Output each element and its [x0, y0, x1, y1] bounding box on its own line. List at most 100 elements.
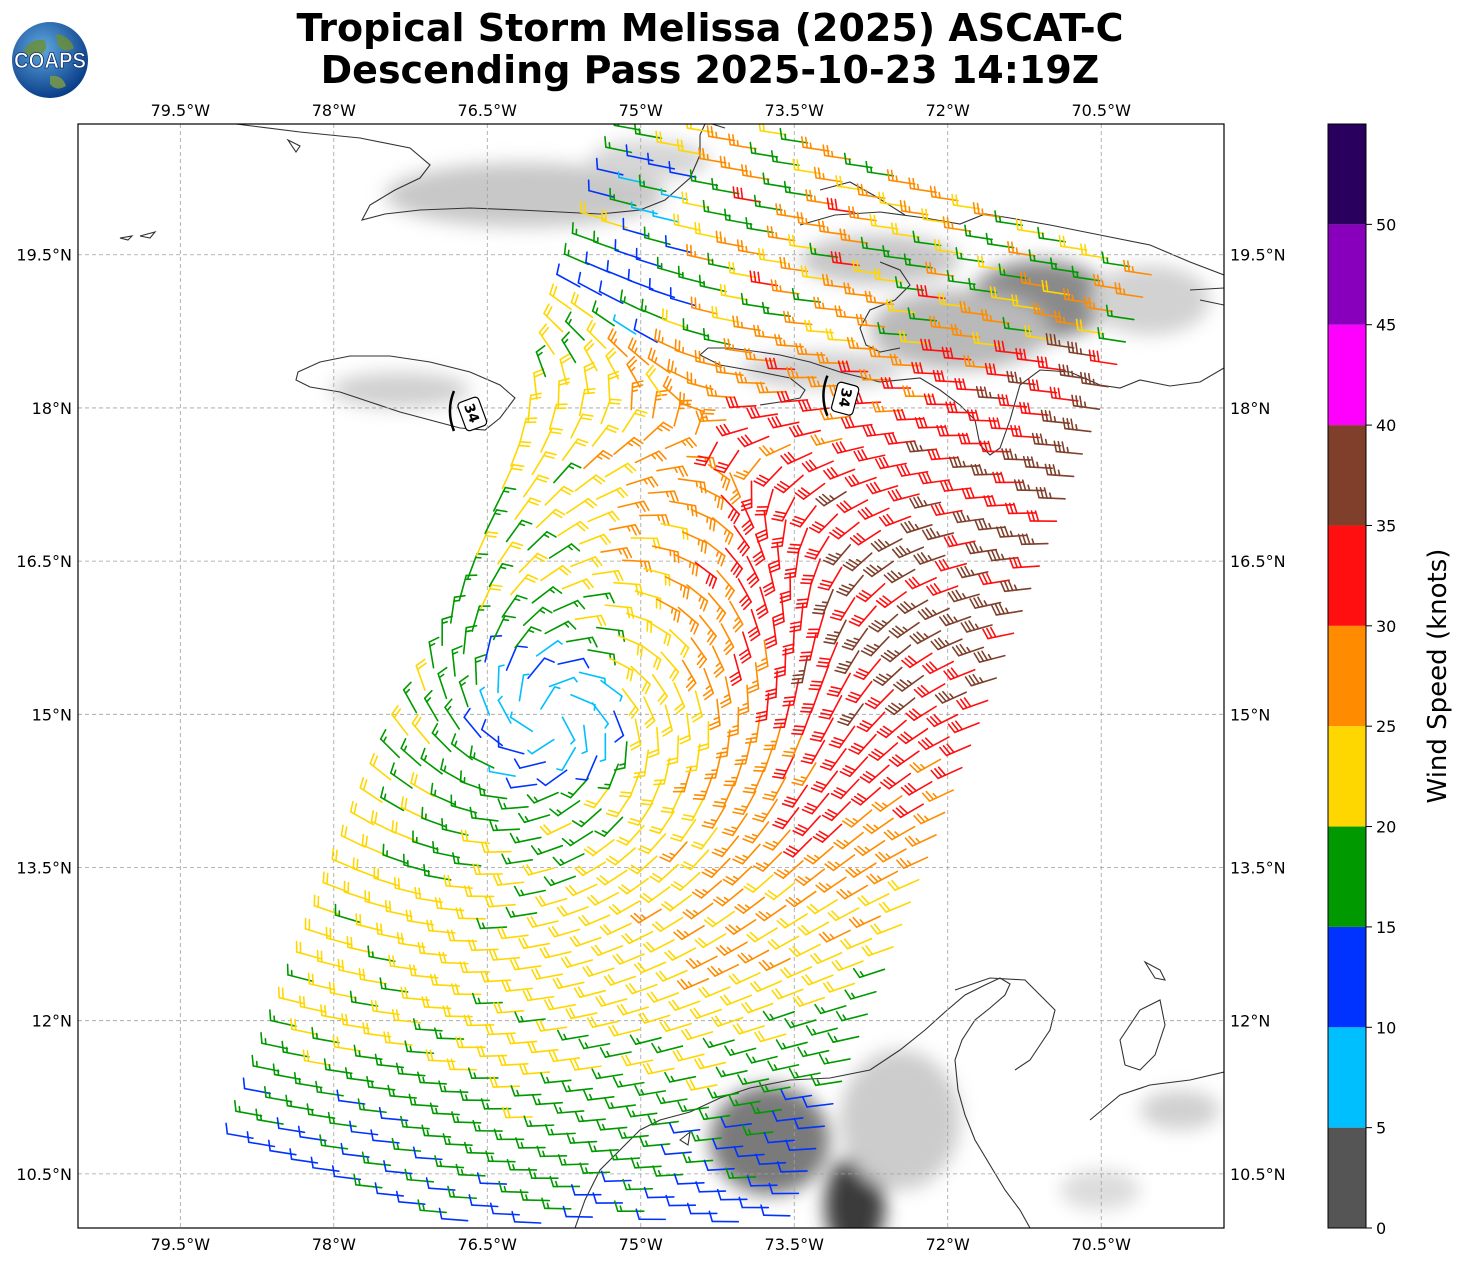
wind-barb — [837, 360, 869, 373]
wind-barb — [773, 647, 787, 679]
wind-barb — [669, 629, 690, 658]
wind-barb — [627, 802, 654, 826]
wind-barb — [801, 792, 830, 815]
wind-barb — [642, 939, 675, 953]
wind-barb — [476, 1172, 508, 1185]
colorbar-tick-label: 25 — [1376, 717, 1396, 736]
wind-barb — [1123, 259, 1152, 276]
wind-barb — [711, 1138, 744, 1150]
wind-barb — [548, 926, 581, 938]
wind-barb — [805, 189, 835, 205]
wind-barb — [794, 482, 826, 500]
wind-barb — [400, 738, 422, 767]
wind-barb — [780, 451, 813, 465]
lon-tick-label-top: 78°W — [312, 101, 356, 120]
wind-barb — [442, 1133, 473, 1147]
wind-barb — [400, 796, 426, 820]
wind-barb — [514, 626, 542, 649]
wind-barb — [638, 1135, 671, 1148]
wind-barb — [892, 803, 924, 819]
wind-barb — [724, 547, 743, 579]
wind-barb — [852, 259, 882, 275]
wind-barb — [780, 1089, 813, 1101]
wind-barb — [939, 743, 972, 757]
wind-barb — [544, 485, 574, 506]
wind-barb — [812, 823, 843, 843]
wind-barb — [660, 788, 684, 814]
wind-barb — [798, 633, 817, 662]
wind-barb — [369, 753, 392, 781]
wind-barb — [871, 795, 903, 812]
lat-tick-label-right: 15°N — [1230, 705, 1270, 724]
wind-barb — [664, 1071, 697, 1083]
wind-barb — [727, 706, 740, 738]
wind-barb — [761, 301, 792, 317]
colorbar-bin — [1328, 525, 1366, 626]
wind-barb — [535, 640, 563, 657]
colorbar-bin — [1328, 1127, 1366, 1228]
wind-barb — [341, 1013, 370, 1030]
wind-barb — [711, 835, 740, 858]
wind-barb — [690, 508, 716, 532]
wind-barb — [805, 611, 826, 638]
wind-barb — [549, 283, 572, 311]
wind-barb — [362, 1022, 392, 1038]
wind-barb — [513, 885, 546, 897]
wind-barb — [872, 666, 903, 686]
lat-tick-label-left: 19.5°N — [16, 246, 72, 265]
wind-barb — [753, 745, 774, 772]
wind-barb — [839, 228, 869, 244]
wind-barb — [561, 331, 577, 364]
wind-barb — [668, 1122, 701, 1134]
wind-barb — [897, 727, 929, 745]
wind-barb — [591, 569, 624, 582]
wind-barb — [789, 505, 817, 528]
wind-barb — [570, 413, 594, 439]
wind-barb — [1004, 502, 1036, 515]
wind-barb — [729, 653, 742, 687]
wind-barb — [877, 322, 907, 336]
wind-barb — [656, 598, 681, 623]
wind-barb — [540, 1072, 572, 1084]
wind-barb — [619, 289, 645, 313]
wind-barb — [692, 774, 714, 801]
wind-barb — [921, 527, 955, 541]
wind-barb — [954, 377, 985, 392]
wind-barb — [463, 707, 482, 739]
wind-barb — [533, 368, 545, 400]
wind-barb — [484, 509, 508, 535]
wind-barb — [950, 323, 980, 339]
wind-barb — [480, 841, 512, 854]
wind-barb — [561, 1081, 594, 1093]
wind-barb — [901, 652, 933, 669]
wind-barb — [702, 667, 715, 701]
wind-barb — [560, 956, 594, 968]
wind-barb — [596, 1119, 628, 1131]
wind-barb — [857, 893, 890, 907]
wind-barb — [792, 815, 821, 837]
wind-barb — [612, 314, 637, 335]
wind-barb — [848, 733, 877, 755]
wind-barb — [616, 824, 645, 846]
wind-barb — [997, 393, 1028, 408]
wind-barb — [828, 725, 856, 749]
wind-barb — [514, 497, 542, 520]
wind-barb — [946, 269, 976, 286]
wind-barb — [749, 980, 783, 993]
wind-barb — [585, 251, 611, 274]
wind-barb — [591, 1068, 624, 1080]
wind-barb — [540, 686, 561, 710]
wind-barb — [767, 1060, 800, 1072]
wind-barb — [540, 427, 564, 453]
wind-barb — [642, 1062, 675, 1075]
wind-barb — [428, 636, 440, 669]
wind-barb — [866, 481, 899, 495]
wind-barb — [497, 798, 529, 810]
wind-barb — [651, 673, 668, 706]
wind-barb — [682, 902, 714, 920]
wind-barb — [878, 513, 912, 527]
wind-barb — [599, 732, 607, 762]
wind-barb — [609, 1149, 641, 1161]
wind-barb — [497, 541, 524, 565]
lon-tick-label-top: 79.5°W — [151, 101, 211, 120]
